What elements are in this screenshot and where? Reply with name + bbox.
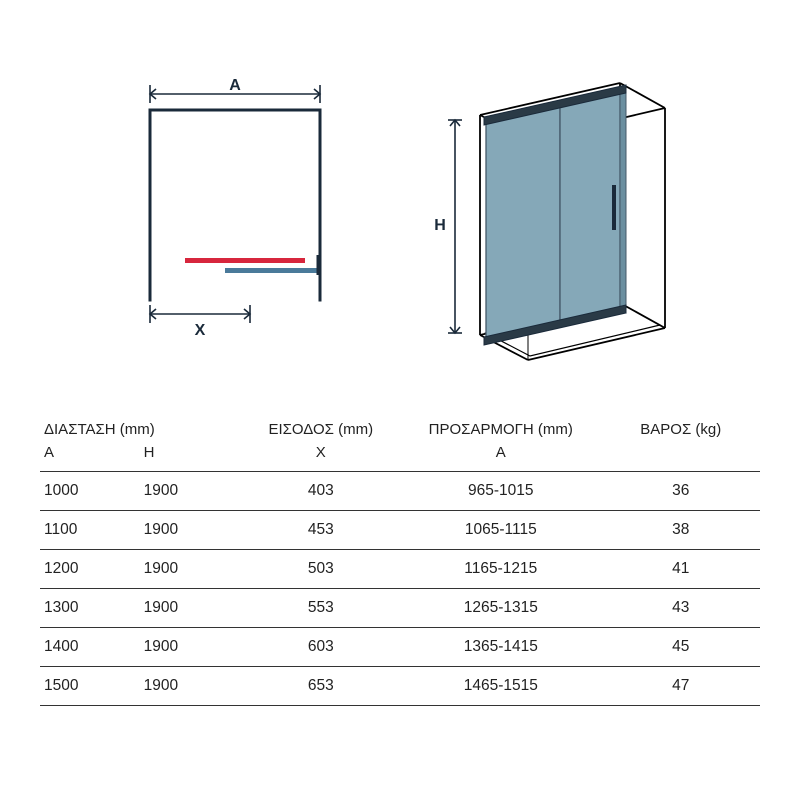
cell-adj: 1265-1315 [400, 589, 602, 628]
cell-adj: 965-1015 [400, 472, 602, 511]
cell-x: 453 [242, 511, 400, 550]
cell-x: 403 [242, 472, 400, 511]
table-row: 150019006531465-151547 [40, 667, 760, 706]
iso-panel-fixed [486, 104, 560, 341]
spec-table-wrap: ΔΙΑΣΤΑΣΗ (mm) ΕΙΣΟΔΟΣ (mm) ΠΡΟΣΑΡΜΟΓΗ (m… [0, 415, 800, 706]
cell-h: 1900 [134, 472, 242, 511]
cell-adj: 1465-1515 [400, 667, 602, 706]
cell-x: 653 [242, 667, 400, 706]
cell-h: 1900 [134, 589, 242, 628]
cell-a: 1000 [40, 472, 134, 511]
table-row: 140019006031365-141545 [40, 628, 760, 667]
plan-blue-bar [225, 268, 318, 273]
cell-adj: 1065-1115 [400, 511, 602, 550]
cell-a: 1400 [40, 628, 134, 667]
table-sub-header-row: A H X A [40, 442, 760, 472]
cell-x: 603 [242, 628, 400, 667]
header-adjustment: ΠΡΟΣΑΡΜΟΓΗ (mm) [400, 415, 602, 442]
plan-red-bar [185, 258, 305, 263]
cell-w: 47 [602, 667, 760, 706]
table-row: 130019005531265-131543 [40, 589, 760, 628]
plan-label-x: X [195, 322, 206, 339]
spec-table: ΔΙΑΣΤΑΣΗ (mm) ΕΙΣΟΔΟΣ (mm) ΠΡΟΣΑΡΜΟΓΗ (m… [40, 415, 760, 706]
plan-label-a: A [229, 77, 241, 94]
cell-h: 1900 [134, 550, 242, 589]
table-body: 10001900403965-101536110019004531065-111… [40, 472, 760, 706]
cell-x: 503 [242, 550, 400, 589]
table-row: 110019004531065-111538 [40, 511, 760, 550]
table-row: 120019005031165-121541 [40, 550, 760, 589]
header-entry: ΕΙΣΟΔΟΣ (mm) [242, 415, 400, 442]
subheader-x: X [242, 442, 400, 472]
cell-w: 43 [602, 589, 760, 628]
cell-a: 1500 [40, 667, 134, 706]
subheader-a: A [40, 442, 134, 472]
cell-a: 1200 [40, 550, 134, 589]
cell-a: 1300 [40, 589, 134, 628]
cell-adj: 1165-1215 [400, 550, 602, 589]
iso-label-h: H [434, 217, 446, 234]
subheader-h: H [134, 442, 242, 472]
cell-x: 553 [242, 589, 400, 628]
cell-adj: 1365-1415 [400, 628, 602, 667]
cell-h: 1900 [134, 628, 242, 667]
subheader-w [602, 442, 760, 472]
subheader-adj: A [400, 442, 602, 472]
table-group-header-row: ΔΙΑΣΤΑΣΗ (mm) ΕΙΣΟΔΟΣ (mm) ΠΡΟΣΑΡΜΟΓΗ (m… [40, 415, 760, 442]
cell-w: 45 [602, 628, 760, 667]
cell-w: 38 [602, 511, 760, 550]
header-weight: ΒΑΡΟΣ (kg) [602, 415, 760, 442]
cell-w: 41 [602, 550, 760, 589]
cell-h: 1900 [134, 667, 242, 706]
iso-panel-sliding [560, 90, 620, 324]
cell-w: 36 [602, 472, 760, 511]
cell-a: 1100 [40, 511, 134, 550]
diagram-row: A X [0, 0, 800, 405]
header-dimension: ΔΙΑΣΤΑΣΗ (mm) [40, 415, 242, 442]
table-row: 10001900403965-101536 [40, 472, 760, 511]
iso-handle [612, 185, 616, 230]
cell-h: 1900 [134, 511, 242, 550]
iso-view-diagram: H [420, 75, 680, 375]
plan-view-diagram: A X [120, 75, 340, 345]
